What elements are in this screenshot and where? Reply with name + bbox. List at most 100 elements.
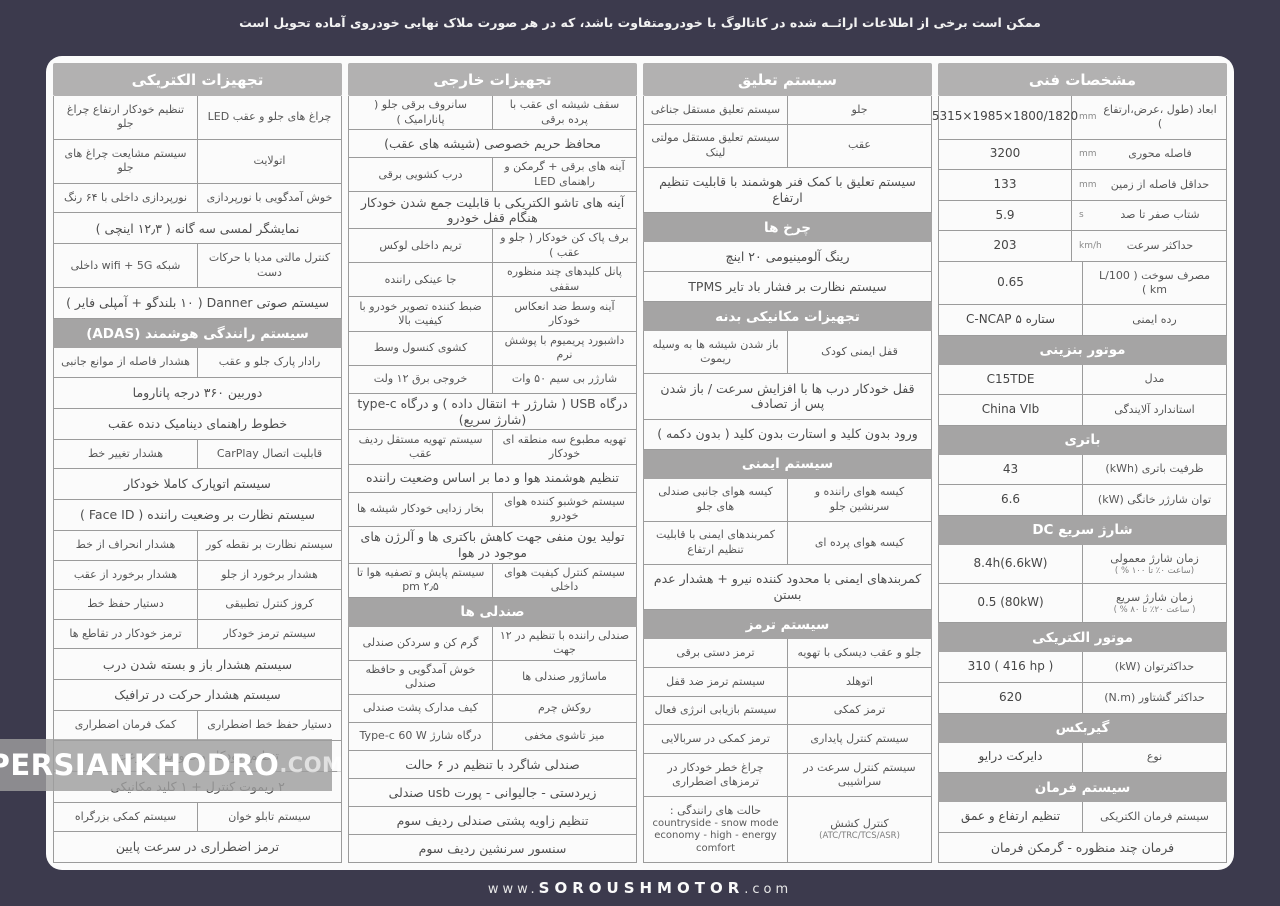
spec-cell-right: سیستم ترمز خودکار [197, 619, 341, 649]
spec-row: شتاب صفر تا صد s 5.9 [939, 200, 1226, 232]
spec-row: روکش چرم کیف مدارک پشت صندلی [349, 694, 636, 723]
spec-value: 620 [999, 689, 1022, 704]
spec-value: هشدار انحراف از خط [75, 538, 176, 552]
spec-label: سیستم ترمز خودکار [223, 626, 316, 640]
section-header: سیستم ترمز [643, 610, 932, 640]
spec-row: عقب سیستم تعلیق مستقل مولتی لینک [644, 124, 931, 168]
spec-cell-left: هشدار تغییر خط [54, 440, 197, 469]
spec-cell-left: ترمز دستی برقی [644, 639, 787, 667]
spec-cell-right: هشدار برخورد از جلو [197, 560, 341, 590]
spec-value: 3200 [989, 146, 1021, 161]
spec-row: جلو سیستم تعلیق مستقل جناغی [644, 96, 931, 125]
spec-cell-right: قابلیت اتصال CarPlay [197, 439, 341, 469]
spec-label: سیستم تابلو خوان [228, 809, 311, 823]
spec-label: ماساژور صندلی ها [522, 670, 607, 684]
spec-label: کنترل مالتی مدیا با حرکات دست [208, 251, 331, 279]
spec-row: رادار پارک جلو و عقب هشدار فاصله از موانع… [54, 348, 341, 378]
section-header: تجهیزات مکانیکی بدنه [643, 302, 932, 332]
spec-cell-left: کیف مدارک پشت صندلی [349, 695, 492, 722]
spec-cell-left: تنظیم خودکار ارتفاع چراغ جلو [54, 96, 197, 139]
spec-cell-right: سیستم کنترل پایداری [787, 725, 931, 753]
spec-cell-right: رده ایمنی [1082, 305, 1226, 335]
spec-row: استاندارد آلایندگی China VIb [939, 395, 1226, 426]
spec-cell-right: استاندارد آلایندگی [1082, 395, 1226, 425]
spec-cell-right: تهویه مطبوع سه منطقه ای خودکار [492, 430, 636, 464]
section-header: سیستم فرمان [938, 773, 1227, 803]
spec-label: کنترل کشش [830, 817, 889, 831]
spec-cell-left: ترمز کمکی در سربالایی [644, 725, 787, 753]
spec-full-value: دوربین ۳۶۰ درجه پاناروما [132, 384, 263, 400]
spec-label: ترمز کمکی [833, 703, 886, 717]
spec-value: درگاه شارژ Type-c 60 W [359, 729, 482, 743]
spec-value: بخار زدایی خودکار شیشه ها [357, 502, 484, 515]
watermark: PERSIANKHODRO .COM [0, 739, 343, 791]
spec-unit: s [1079, 210, 1084, 221]
spec-cell-left: سانروف برقی جلو ( پانارامیک ) [349, 96, 492, 129]
spec-cell-left: سیستم تهویه مستقل ردیف عقب [349, 430, 492, 463]
spec-label: ظرفیت باتری (kWh) [1105, 462, 1204, 476]
section-header: موتور بنزینی [938, 335, 1227, 365]
spec-label: قفل ایمنی کودک [821, 345, 898, 359]
spec-value: سیستم بازیابی انرژی فعال [654, 703, 777, 717]
spec-full-value: ترمز اضطراری در سرعت پایین [115, 839, 280, 855]
spec-row: چراغ های جلو و عقب LED تنظیم خودکار ارتفا… [54, 96, 341, 140]
spec-row: زمان شارژ معمولی (ساعت ۰٪ تا ۱۰۰ % ) 8.4h(… [939, 544, 1226, 585]
spec-label: سیستم خوشبو کننده هوای خودرو [504, 494, 625, 523]
spec-value: چراغ خطر خودکار در ترمزهای اضطراری [667, 760, 764, 788]
spec-row: سنسور سرنشین ردیف سوم [349, 835, 636, 863]
spec-value: China VIb [981, 402, 1040, 417]
spec-cell-left: کیسه هوای جانبی صندلی های جلو [644, 479, 787, 521]
spec-cell-left: درب کشویی برقی [349, 158, 492, 191]
spec-value: هشدار فاصله از موانع جانبی [61, 355, 190, 369]
spec-row: ماساژور صندلی ها خوش آمدگویی و حافظه صندل… [349, 660, 636, 695]
section-header: گیربکس [938, 713, 1227, 743]
footer-tld: .com [744, 882, 793, 897]
spec-cell-left: تنظیم ارتفاع و عمق [939, 802, 1082, 832]
spec-cell-right: اتولایت [197, 139, 341, 183]
spec-row: تولید یون منفی جهت کاهش باکتری ها و آلرژ… [349, 527, 636, 564]
spec-row: قابلیت اتصال CarPlay هشدار تغییر خط [54, 439, 341, 470]
spec-value: گرم کن و سردکن صندلی [362, 636, 479, 650]
spec-cell-right: سیستم فرمان الکتریکی [1082, 802, 1226, 832]
spec-cell-right: رادار پارک جلو و عقب [197, 348, 341, 377]
spec-cell-left: گرم کن و سردکن صندلی [349, 627, 492, 660]
spec-unit: mm [1079, 149, 1097, 160]
spec-value: 310 ( 416 hp ) [967, 659, 1054, 674]
spec-label: شارژر بی سیم ۵۰ وات [511, 371, 618, 385]
spec-full-value: کمربندهای ایمنی با محدود کننده نیرو + هش… [653, 571, 922, 602]
spec-label: سیستم کنترل کیفیت هوای داخلی [504, 565, 625, 594]
spec-row: سیستم کنترل کیفیت هوای داخلی سیستم پایش و… [349, 563, 636, 598]
spec-label: مصرف سوخت ( L/100 km ) [1098, 268, 1211, 296]
spec-full-value: سنسور سرنشین ردیف سوم [418, 840, 567, 856]
spec-row: ورود بدون کلید و استارت بدون کلید ( بدون… [644, 420, 931, 450]
spec-cell-right: ماساژور صندلی ها [492, 660, 636, 694]
spec-value-line: economy - high - energy [654, 830, 777, 842]
spec-cell-left: خروجی برق ۱۲ ولت [349, 366, 492, 393]
spec-cell-left: ضبط کننده تصویر خودرو با کیفیت بالا [349, 297, 492, 330]
footer-url: www.SOROUSHMOTOR.com [0, 879, 1280, 897]
spec-cell-right: قفل ایمنی کودک [787, 331, 931, 374]
spec-row: سیستم نظارت بر نقطه کور هشدار انحراف از خ… [54, 530, 341, 561]
spec-cell-right: برف پاک کن خودکار ( جلو و عقب ) [492, 229, 636, 263]
spec-cell-right: ظرفیت باتری (kWh) [1082, 454, 1226, 485]
spec-cell-left: چراغ خطر خودکار در ترمزهای اضطراری [644, 754, 787, 796]
spec-full-value: تنظیم زاویه پشتی صندلی ردیف سوم [396, 812, 589, 828]
spec-row: زمان شارژ سریع( ساعت ۲۰٪ تا ۸۰ % ) 0.5 (8… [939, 584, 1226, 624]
spec-column: تجهیزات خارجی سقف شیشه ای عقب با پرده برق… [348, 63, 637, 863]
spec-row: داشبورد پریمیوم با پوشش نرم کشوی کنسول وس… [349, 331, 636, 366]
spec-row: حداقل فاصله از زمین mm 133 [939, 170, 1226, 201]
spec-row: سیستم هشدار باز و بسته شدن درب [54, 649, 341, 681]
spec-row: ترمز اضطراری در سرعت پایین [54, 832, 341, 864]
spec-unit: km/h [1079, 240, 1102, 251]
spec-label: حداکثرتوان (kW) [1114, 660, 1195, 674]
column-header: مشخصات فنی [938, 63, 1227, 96]
spec-label: کیسه هوای پرده ای [814, 535, 905, 549]
spec-value: 8.4h(6.6kW) [973, 556, 1048, 571]
spec-label-note: ( ساعت ۲۰٪ تا ۸۰ % ) [1113, 605, 1196, 616]
column-header: سیستم تعلیق [643, 63, 932, 96]
spec-label: توان شارژر خانگی (kW) [1097, 492, 1212, 506]
column-body: ابعاد (طول ،عرض،ارتفاع ) mm 5315×1985×1800… [932, 96, 1227, 864]
spec-row: سقف شیشه ای عقب با پرده برقی سانروف برقی … [349, 96, 636, 131]
spec-cell-left: 0.5 (80kW) [939, 584, 1082, 622]
spec-cell-left: کمک فرمان اضطراری [54, 711, 197, 740]
